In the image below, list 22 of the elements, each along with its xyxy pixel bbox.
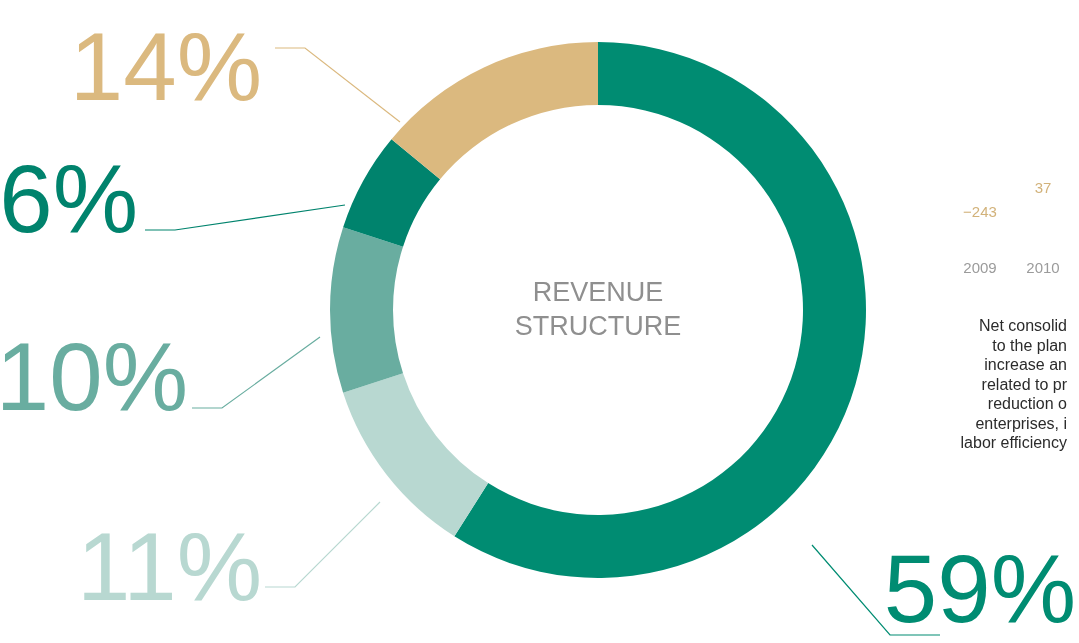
data-label: 10% bbox=[0, 323, 188, 430]
text: 2010 bbox=[1026, 259, 1060, 276]
data-label: 14% bbox=[69, 13, 262, 120]
donut-slice bbox=[391, 42, 598, 180]
text: Net consolid bbox=[978, 317, 1067, 334]
data-label: 11% bbox=[76, 513, 262, 620]
data-label: 6% bbox=[0, 145, 138, 252]
text: 37 bbox=[1034, 179, 1052, 196]
text: increase an bbox=[984, 356, 1067, 373]
donut-slice bbox=[343, 373, 489, 537]
text: labor efficiency bbox=[960, 434, 1067, 451]
text: enterprises, i bbox=[975, 414, 1067, 432]
data-label: 59% bbox=[883, 535, 1076, 642]
text: 2009 bbox=[963, 259, 997, 276]
donut-slice bbox=[454, 42, 866, 578]
donut-slice bbox=[343, 139, 441, 247]
donut-slice bbox=[330, 227, 404, 393]
text: to the plan bbox=[992, 336, 1067, 354]
text: reduction o bbox=[987, 395, 1068, 412]
text: REVENUE STRUCTURE bbox=[514, 277, 682, 341]
text: related to pr bbox=[981, 375, 1068, 393]
text: −243 bbox=[963, 203, 997, 220]
